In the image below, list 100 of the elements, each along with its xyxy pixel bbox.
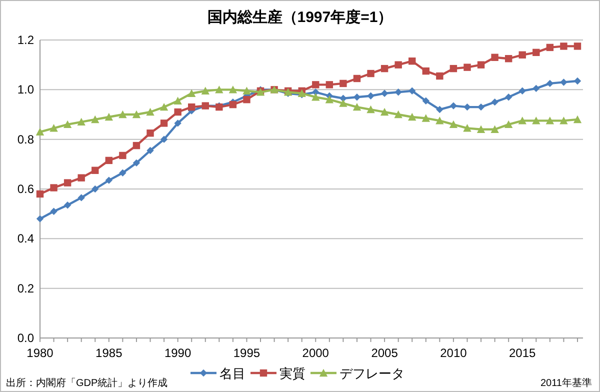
point <box>574 77 582 85</box>
x-tick-label: 2015 <box>509 346 536 360</box>
y-tick-label: 0.0 <box>17 331 34 345</box>
point <box>36 128 44 136</box>
point <box>574 42 582 50</box>
point <box>380 90 388 97</box>
x-tick-label: 1990 <box>164 346 192 360</box>
point <box>36 190 44 198</box>
point <box>546 44 554 52</box>
point <box>146 146 154 154</box>
point <box>160 102 168 111</box>
point <box>449 120 458 128</box>
point <box>394 110 402 118</box>
point <box>532 84 540 92</box>
point <box>546 80 554 88</box>
y-tick-label: 0.2 <box>17 281 34 296</box>
point <box>380 108 389 116</box>
point <box>174 108 182 116</box>
point <box>408 112 416 121</box>
point <box>78 174 85 182</box>
point <box>64 179 72 186</box>
point <box>325 96 334 104</box>
point <box>132 159 140 167</box>
point <box>228 86 238 94</box>
point <box>243 96 250 104</box>
point <box>518 116 526 124</box>
point <box>450 64 458 72</box>
point <box>339 99 348 107</box>
point <box>118 110 127 118</box>
point <box>201 86 210 95</box>
point <box>366 105 375 114</box>
point <box>215 86 224 94</box>
point <box>504 120 513 128</box>
point <box>92 185 99 193</box>
point <box>242 86 251 95</box>
point <box>77 118 86 126</box>
point <box>174 96 182 104</box>
point <box>91 115 100 124</box>
point <box>532 48 540 56</box>
point <box>560 42 568 50</box>
point <box>560 116 568 124</box>
y-tick-label: 1.0 <box>17 82 34 97</box>
point <box>394 88 402 96</box>
point <box>119 169 126 176</box>
point <box>132 110 141 118</box>
point <box>491 98 498 106</box>
point <box>436 106 444 114</box>
point <box>463 124 472 132</box>
point <box>50 184 58 192</box>
point <box>105 176 113 184</box>
point <box>573 115 582 124</box>
point <box>50 124 58 132</box>
point <box>436 72 444 80</box>
point <box>160 120 168 127</box>
point <box>352 102 362 111</box>
point <box>160 136 168 143</box>
point <box>504 55 512 62</box>
point <box>353 94 361 101</box>
point <box>450 102 458 110</box>
point <box>422 114 430 122</box>
point <box>312 81 320 88</box>
point <box>422 97 430 104</box>
point <box>476 125 486 133</box>
point <box>464 64 471 71</box>
point <box>491 54 498 61</box>
point <box>353 74 361 82</box>
point <box>408 87 416 95</box>
x-tick-label: 1995 <box>233 346 260 360</box>
point <box>504 94 512 101</box>
legend-label: 名目 <box>220 366 246 381</box>
point <box>326 81 334 88</box>
point <box>146 130 154 137</box>
point <box>560 78 568 86</box>
x-tick-label: 2000 <box>302 346 330 360</box>
point <box>380 64 388 72</box>
point <box>92 166 99 174</box>
point <box>518 87 526 95</box>
y-tick-label: 1.2 <box>17 33 34 47</box>
point <box>50 208 58 215</box>
text: 2011年基準 <box>540 377 592 389</box>
point <box>119 152 126 160</box>
point <box>64 202 72 209</box>
point <box>532 116 540 124</box>
point <box>464 103 471 111</box>
point <box>104 112 114 121</box>
x-tick-label: 1985 <box>96 346 123 360</box>
point <box>394 61 402 68</box>
legend-label: デフレータ <box>340 366 404 381</box>
point <box>436 116 444 124</box>
point <box>36 215 44 222</box>
y-tick-label: 0.8 <box>17 132 34 146</box>
point <box>312 93 320 101</box>
point <box>105 156 113 164</box>
text: 出所：内閣府「GDP統計」より作成 <box>6 377 168 389</box>
x-tick-label: 2005 <box>371 346 398 360</box>
point <box>340 94 347 102</box>
legend-label: 実質 <box>280 366 306 381</box>
point <box>490 125 499 133</box>
point <box>132 142 140 150</box>
point <box>146 108 154 116</box>
